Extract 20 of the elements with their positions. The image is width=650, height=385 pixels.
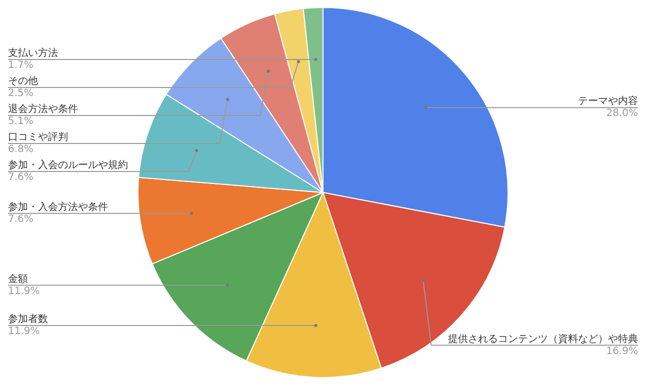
- data-label: 5.1%: [8, 116, 34, 128]
- data-label: 2.5%: [8, 88, 34, 100]
- data-label: 7.6%: [8, 172, 34, 184]
- slice-label: その他: [8, 75, 38, 88]
- slice-label: 参加・入会のルールや規約: [8, 159, 128, 172]
- data-label: 28.0%: [606, 108, 638, 120]
- slice-label: 参加者数: [8, 313, 48, 326]
- data-label: 7.6%: [8, 214, 34, 225]
- data-label: 11.9%: [8, 286, 40, 297]
- slice-label: テーマや内容: [578, 95, 638, 108]
- data-label: 1.7%: [8, 60, 34, 72]
- slice-label: 退会方法や条件: [8, 103, 78, 116]
- data-label: 6.8%: [8, 144, 34, 156]
- slice-label: 支払い方法: [8, 47, 58, 60]
- slice-label: 金額: [8, 272, 28, 285]
- data-label: 16.9%: [606, 346, 638, 357]
- slice-label: 提供されるコンテンツ（資料など）や特典: [448, 332, 638, 345]
- slice-label: 口コミや評判: [8, 131, 68, 144]
- slice-label: 参加・入会方法や条件: [8, 200, 108, 213]
- data-label: 11.9%: [8, 326, 40, 338]
